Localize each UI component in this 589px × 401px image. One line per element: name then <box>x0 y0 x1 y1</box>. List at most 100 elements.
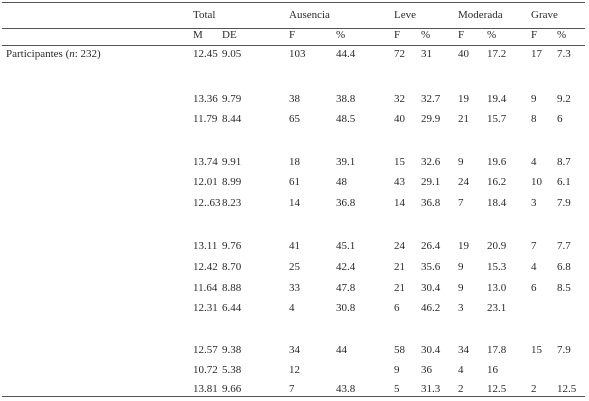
table-cell: 6.44 <box>222 302 242 314</box>
table-cell: 9 <box>531 93 537 105</box>
header-subcolumn: F <box>289 29 296 41</box>
table-cell: 8.88 <box>222 282 242 294</box>
table-cell: 32.6 <box>421 156 441 168</box>
table-cell: 12.57 <box>193 344 218 356</box>
table-cell: 7 <box>458 197 464 209</box>
table-cell: 38 <box>289 93 300 105</box>
table-cell: 15.7 <box>487 113 507 125</box>
table-cell: 39.1 <box>336 156 356 168</box>
table-cell: 9 <box>458 261 464 273</box>
table-cell: 7.3 <box>557 48 571 60</box>
table-cell: 6.1 <box>557 176 571 188</box>
header-group: Total <box>193 9 216 21</box>
table-cell: 8.70 <box>222 261 242 273</box>
table-cell: 31.3 <box>421 383 441 395</box>
table-cell: 9.05 <box>222 48 242 60</box>
table-cell: 45.1 <box>336 240 356 252</box>
table-cell: 19.4 <box>487 93 507 105</box>
table-cell: 16.2 <box>487 176 507 188</box>
header-subcolumn: DE <box>222 29 237 41</box>
table-cell: 11.64 <box>193 282 218 294</box>
table-cell: 34 <box>289 344 300 356</box>
table-cell: 21 <box>394 261 405 273</box>
table-cell: 12.45 <box>193 48 218 60</box>
table-cell: 61 <box>289 176 300 188</box>
table-cell: 2 <box>458 383 464 395</box>
table-cell: 14 <box>289 197 300 209</box>
table-cell: 43.8 <box>336 383 356 395</box>
header-subcolumn: F <box>531 29 538 41</box>
table-cell: 13.36 <box>193 93 218 105</box>
table-cell: 14 <box>394 197 405 209</box>
table-cell: 48 <box>336 176 347 188</box>
table-cell: 15 <box>394 156 405 168</box>
table-cell: 2 <box>531 383 537 395</box>
table-cell: 4 <box>531 156 537 168</box>
table-cell: 72 <box>394 48 405 60</box>
table-cell: 5 <box>394 383 400 395</box>
table-cell: 46.2 <box>421 302 441 314</box>
table-cell: 5.38 <box>222 364 242 376</box>
table-cell: 10.72 <box>193 364 218 376</box>
table-cell: 48.5 <box>336 113 356 125</box>
table-cell: 6.8 <box>557 261 571 273</box>
table-cell: 12.5 <box>487 383 507 395</box>
table-cell: 19.6 <box>487 156 507 168</box>
table-cell: 3 <box>531 197 537 209</box>
table-cell: 41 <box>289 240 300 252</box>
table-cell: 44 <box>336 344 347 356</box>
table-cell: 7 <box>289 383 295 395</box>
table-cell: 18.4 <box>487 197 507 209</box>
table-cell: 7.7 <box>557 240 571 252</box>
table-cell: 16 <box>487 364 498 376</box>
table-cell: 21 <box>394 282 405 294</box>
table-cell: 7.9 <box>557 197 571 209</box>
table-cell: 30.8 <box>336 302 356 314</box>
table-cell: 13.74 <box>193 156 218 168</box>
table-cell: 7.9 <box>557 344 571 356</box>
table-cell: 17.2 <box>487 48 507 60</box>
table-cell: 36 <box>421 364 432 376</box>
bottom-rule <box>2 396 585 397</box>
table-cell: 9 <box>458 156 464 168</box>
table-cell: 30.4 <box>421 282 441 294</box>
table-cell: 47.8 <box>336 282 356 294</box>
table-cell: 13.0 <box>487 282 507 294</box>
table-cell: 23.1 <box>487 302 507 314</box>
table-cell: 15 <box>531 344 542 356</box>
table-cell: 19 <box>458 93 469 105</box>
header-subcolumn: % <box>487 29 497 41</box>
table-cell: 40 <box>394 113 405 125</box>
table-cell: 12.31 <box>193 302 218 314</box>
table-cell: 8.99 <box>222 176 242 188</box>
table-cell: 12.5 <box>557 383 577 395</box>
table-cell: 8.5 <box>557 282 571 294</box>
header-subcolumn: % <box>421 29 431 41</box>
header-rule <box>2 28 585 29</box>
header-group: Moderada <box>458 9 503 21</box>
table-cell: 9.2 <box>557 93 571 105</box>
table-cell: 7 <box>531 240 537 252</box>
table-cell: 17 <box>531 48 542 60</box>
header-group: Ausencia <box>289 9 330 21</box>
table-cell: 13.81 <box>193 383 218 395</box>
table-cell: 43 <box>394 176 405 188</box>
table-cell: 38.8 <box>336 93 356 105</box>
table-cell: 24 <box>458 176 469 188</box>
table-cell: 20.9 <box>487 240 507 252</box>
table-cell: 40 <box>458 48 469 60</box>
header-group: Leve <box>394 9 416 21</box>
table-cell: 9 <box>394 364 400 376</box>
table-cell: 103 <box>289 48 306 60</box>
subheader-rule <box>2 45 585 46</box>
table-cell: 34 <box>458 344 469 356</box>
table-cell: 29.9 <box>421 113 441 125</box>
table-cell: 6 <box>557 113 563 125</box>
table-cell: 8.23 <box>222 197 242 209</box>
table-cell: 10 <box>531 176 542 188</box>
header-group: Grave <box>531 9 558 21</box>
header-subcolumn: % <box>557 29 567 41</box>
top-rule <box>2 2 585 3</box>
table-cell: 3 <box>458 302 464 314</box>
